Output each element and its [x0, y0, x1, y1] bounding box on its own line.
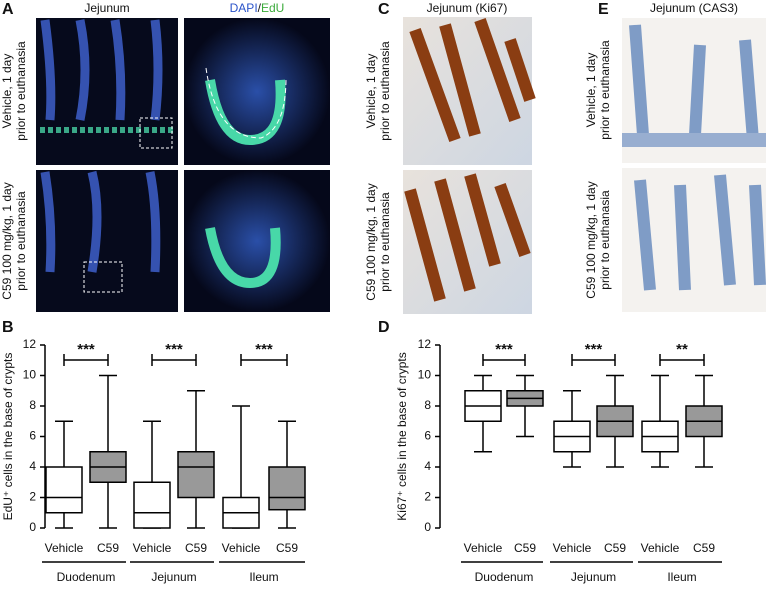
panel-label: B: [2, 319, 14, 336]
row-label: Vehicle, 1 day: [584, 53, 598, 128]
significance-bracket: [482, 354, 526, 366]
significance-bracket: [571, 354, 616, 366]
significance-label: ***: [77, 341, 95, 358]
y-tick-label: 6: [424, 429, 431, 443]
stain-name: EdU: [261, 1, 284, 15]
box: [268, 466, 306, 511]
panel-label: C: [378, 1, 390, 18]
significance-bracket: [240, 354, 288, 366]
significance-bracket: [151, 354, 197, 366]
x-tick-label: Vehicle: [133, 541, 172, 555]
y-tick-label: 0: [29, 520, 36, 534]
row-label: C59 100 mg/kg, 1 day: [584, 181, 598, 298]
x-tick-label: C59: [604, 541, 626, 555]
y-tick-label: 4: [424, 459, 431, 473]
panel-label: E: [598, 1, 609, 18]
stain-label: DAPI/EdU: [230, 1, 285, 15]
panel-title: Jejunum: [84, 1, 129, 15]
y-tick-label: 2: [424, 490, 431, 504]
panel-title: Jejunum (CAS3): [650, 1, 738, 15]
y-tick-label: 0: [424, 520, 431, 534]
y-tick-label: 8: [29, 398, 36, 412]
x-tick-label: C59: [185, 541, 207, 555]
significance-bracket: [659, 354, 705, 366]
box: [45, 466, 83, 514]
row-label: prior to euthanasia: [378, 41, 392, 141]
row-label: prior to euthanasia: [14, 41, 28, 141]
y-tick-label: 8: [424, 398, 431, 412]
y-tick-label: 10: [23, 368, 37, 382]
significance-label: **: [676, 341, 688, 358]
group-label: Duodenum: [475, 570, 534, 584]
micrographs-e: [622, 18, 766, 312]
row-label: prior to euthanasia: [598, 40, 612, 140]
y-tick-label: 2: [29, 490, 36, 504]
group-label: Ileum: [667, 570, 696, 584]
significance-label: ***: [165, 341, 183, 358]
y-tick-label: 6: [29, 429, 36, 443]
x-tick-label: C59: [514, 541, 536, 555]
y-tick-label: 10: [418, 368, 432, 382]
significance-label: ***: [585, 341, 603, 358]
stain-name: /: [258, 1, 262, 15]
panel-title: Jejunum (Ki67): [427, 1, 508, 15]
significance-label: ***: [255, 341, 273, 358]
box: [133, 481, 171, 529]
row-label: prior to euthanasia: [378, 192, 392, 292]
row-label: C59 100 mg/kg, 1 day: [364, 183, 378, 300]
x-tick-label: C59: [97, 541, 119, 555]
group-label: Jejunum: [571, 570, 616, 584]
box-chart: [435, 344, 723, 563]
group-label: Jejunum: [151, 570, 196, 584]
y-tick-label: 12: [418, 337, 432, 351]
group-label: Duodenum: [57, 570, 116, 584]
row-label: Vehicle, 1 day: [364, 54, 378, 129]
box: [177, 451, 215, 499]
panel-label: A: [2, 1, 14, 18]
panel-label: D: [378, 319, 390, 336]
significance-label: ***: [495, 341, 513, 358]
x-tick-label: Vehicle: [553, 541, 592, 555]
x-tick-label: Vehicle: [45, 541, 84, 555]
x-tick-label: C59: [693, 541, 715, 555]
y-axis-label: Ki67⁺ cells in the base of crypts: [395, 352, 409, 520]
y-tick-label: 4: [29, 459, 36, 473]
significance-bracket: [63, 354, 109, 366]
y-axis-label: EdU⁺ cells in the base of crypts: [1, 353, 15, 521]
row-label: Vehicle, 1 day: [0, 54, 14, 129]
stain-name: DAPI: [230, 1, 258, 15]
box-chart: [40, 344, 306, 563]
row-label: prior to euthanasia: [598, 190, 612, 290]
x-tick-label: Vehicle: [222, 541, 261, 555]
micrographs-c: [403, 17, 536, 314]
x-tick-label: C59: [276, 541, 298, 555]
micrographs-a: [36, 18, 330, 312]
row-label: C59 100 mg/kg, 1 day: [0, 182, 14, 299]
x-tick-label: Vehicle: [641, 541, 680, 555]
row-label: prior to euthanasia: [14, 191, 28, 291]
y-tick-label: 12: [23, 337, 37, 351]
group-label: Ileum: [249, 570, 278, 584]
x-tick-label: Vehicle: [464, 541, 503, 555]
